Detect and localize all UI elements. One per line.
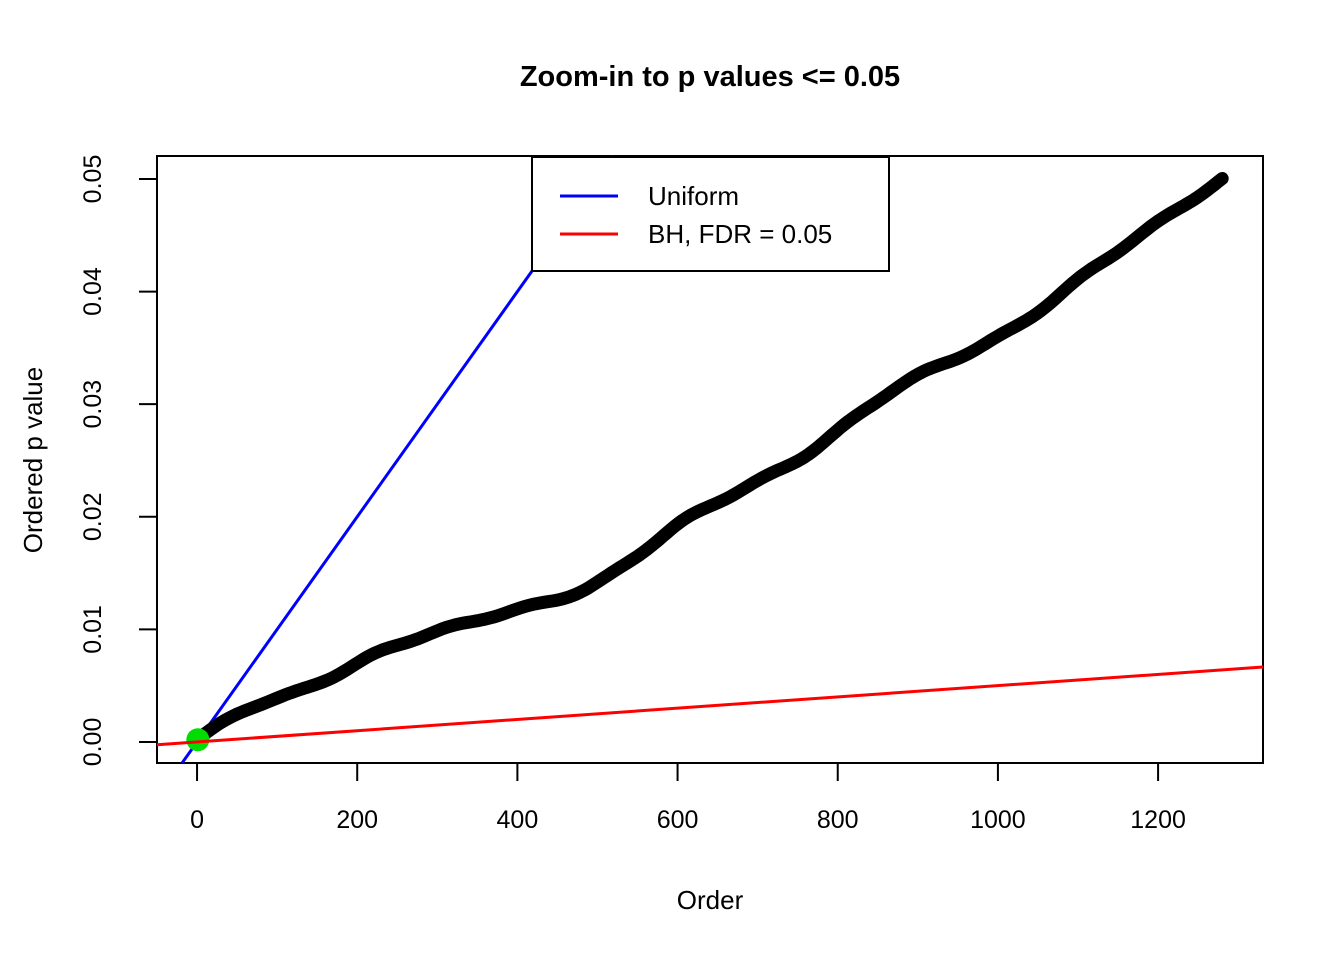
y-tick-label: 0.03	[79, 380, 107, 429]
x-axis-label: Order	[677, 885, 744, 915]
y-tick-label: 0.00	[79, 718, 107, 767]
y-axis-label: Ordered p value	[18, 367, 48, 553]
legend-label-bh: BH, FDR = 0.05	[648, 219, 832, 249]
ordered-p-curve	[191, 172, 1229, 746]
chart-title: Zoom-in to p values <= 0.05	[520, 61, 900, 93]
y-tick-label: 0.01	[79, 605, 107, 654]
x-tick-label: 600	[657, 806, 699, 834]
x-tick-label: 0	[190, 806, 204, 834]
plot-area: 0 200 400 600 800 1000 1200 0.00 0.01 0.02 0.03 0.0…	[79, 155, 1264, 834]
legend-box	[531, 156, 890, 272]
y-tick-label: 0.05	[79, 155, 107, 204]
legend: Uniform BH, FDR = 0.05	[531, 156, 890, 272]
x-tick-label: 1000	[970, 806, 1026, 834]
legend-label-uniform: Uniform	[648, 181, 739, 211]
x-tick-label: 200	[336, 806, 378, 834]
x-tick-label: 1200	[1130, 806, 1186, 834]
y-tick-label: 0.04	[79, 267, 107, 316]
x-tick-label: 400	[497, 806, 539, 834]
x-tick-label: 800	[817, 806, 859, 834]
y-tick-label: 0.02	[79, 492, 107, 541]
bh-line	[156, 665, 1264, 747]
significant-point	[186, 728, 210, 752]
